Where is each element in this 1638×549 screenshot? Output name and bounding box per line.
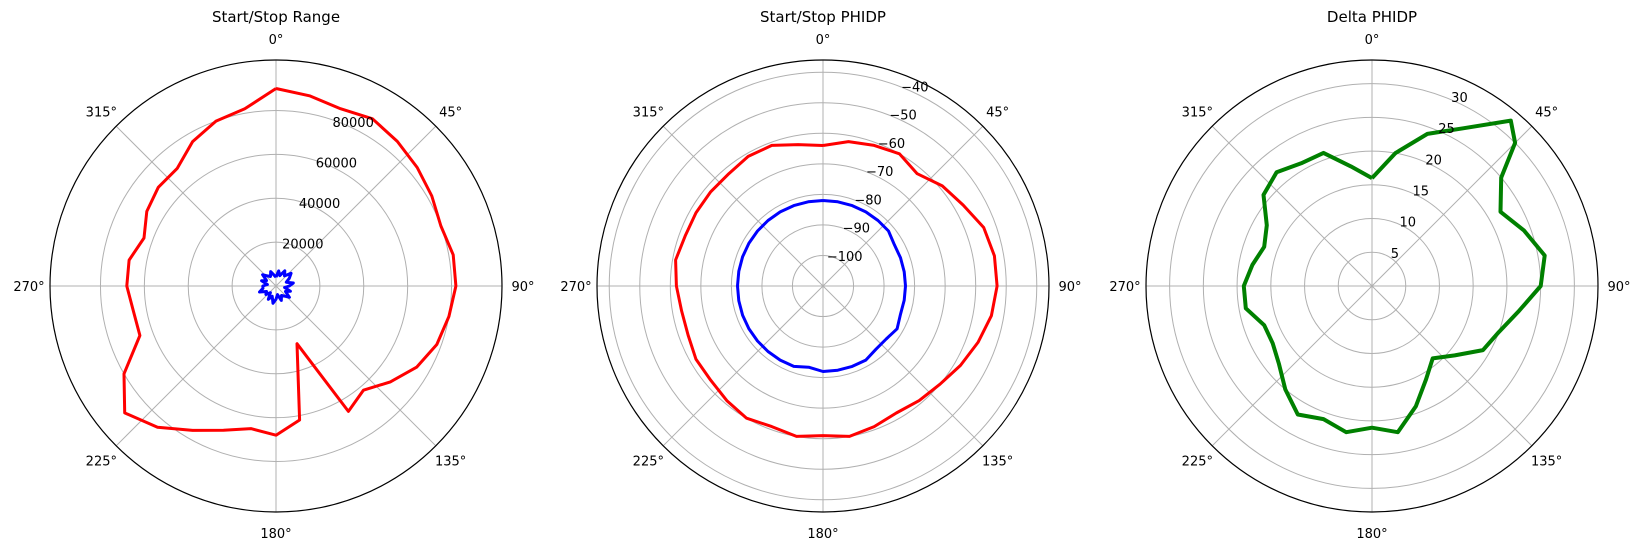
polar-panel-range: Start/Stop Range 0° 45° 90° 135° 180° 225° 270… — [13, 8, 534, 542]
radial-gridline — [1270, 184, 1474, 388]
radial-tick-label: −40 — [901, 80, 928, 95]
radial-gridline — [1169, 83, 1575, 489]
angle-tick-label: 270° — [13, 280, 44, 295]
radial-tick-label: 80000 — [332, 116, 373, 131]
polar-panel-phidp: Start/Stop PHIDP 0° 45° 90° 135° 180° 225° 270… — [560, 8, 1081, 542]
radial-tick-label: 20 — [1425, 153, 1442, 168]
series-line-delta-phidp-0 — [1241, 118, 1547, 435]
radial-gridline — [1304, 218, 1440, 354]
angle-tick-label: 270° — [1109, 280, 1140, 295]
angle-tick-label: 135° — [1531, 455, 1562, 470]
angle-tick-label: 315° — [633, 105, 664, 120]
tick-labels-delta-phidp: 0° 45° 90° 135° 180° 225° 270° 315° 5 10 15 20 25 30 — [1109, 33, 1630, 542]
series-line-range-1 — [258, 269, 295, 305]
radial-tick-label: 60000 — [316, 156, 357, 171]
angle-gridline — [822, 125, 984, 287]
angle-tick-label: 45° — [986, 105, 1009, 120]
angle-tick-label: 225° — [633, 455, 664, 470]
angle-gridline — [1211, 125, 1373, 287]
radial-gridline — [608, 71, 1038, 501]
tick-labels-range: 0° 45° 90° 135° 180° 225° 270° 315° 20000 40000 60… — [13, 33, 534, 542]
angle-tick-label: 90° — [1607, 280, 1630, 295]
tick-labels-phidp: 0° 45° 90° 135° 180° 225° 270° 315° −100 −90 −80 −7… — [560, 33, 1081, 542]
radial-tick-label: 40000 — [299, 197, 340, 212]
radial-tick-label: 15 — [1412, 185, 1429, 200]
series-layer-delta-phidp — [1241, 118, 1547, 435]
radial-tick-label: 25 — [1438, 122, 1455, 137]
angle-gridline — [275, 285, 437, 447]
radial-tick-label: −100 — [827, 250, 863, 265]
radial-tick-label: −60 — [878, 137, 905, 152]
series-line-phidp-1 — [736, 199, 907, 373]
radial-gridline — [187, 197, 365, 375]
radial-tick-label: 5 — [1391, 247, 1399, 262]
radial-tick-label: −70 — [866, 165, 893, 180]
angle-tick-label: 180° — [807, 527, 838, 542]
angle-gridline — [115, 285, 277, 447]
radial-gridline — [1337, 251, 1407, 321]
series-layer-range — [122, 87, 458, 437]
polar-grid-phidp — [596, 59, 1050, 513]
radial-gridline — [791, 254, 855, 318]
radial-gridline — [143, 153, 409, 419]
polar-grid-delta-phidp — [1145, 59, 1599, 513]
series-line-range-0 — [122, 87, 458, 437]
radial-tick-label: 30 — [1451, 91, 1468, 106]
angle-tick-label: 180° — [1356, 527, 1387, 542]
angle-tick-label: 90° — [1058, 280, 1081, 295]
angle-tick-label: 45° — [1535, 105, 1558, 120]
angle-gridline — [275, 125, 437, 287]
angle-tick-label: 180° — [260, 527, 291, 542]
polar-grid-range — [49, 59, 503, 513]
angle-gridline — [1371, 125, 1533, 287]
radial-gridline — [231, 241, 321, 331]
radial-tick-label: −50 — [889, 109, 916, 124]
polar-frame — [596, 59, 1050, 513]
polar-panel-delta-phidp: Delta PHIDP 0° 45° 90° 135° 180° 225° 270° 315°… — [1109, 8, 1630, 542]
angle-gridline — [662, 125, 824, 287]
chart-title-phidp: Start/Stop PHIDP — [760, 8, 886, 26]
radial-gridline — [1236, 150, 1508, 422]
chart-title-delta-phidp: Delta PHIDP — [1327, 8, 1417, 26]
angle-gridline — [1371, 285, 1533, 447]
angle-tick-label: 270° — [560, 280, 591, 295]
series-layer-phidp — [674, 140, 999, 438]
radial-gridline — [669, 132, 977, 440]
angle-tick-label: 45° — [439, 105, 462, 120]
angle-tick-label: 315° — [86, 105, 117, 120]
radial-tick-label: −80 — [854, 193, 881, 208]
radial-gridline — [761, 224, 885, 348]
chart-title-range: Start/Stop Range — [212, 8, 340, 26]
angle-gridline — [1211, 285, 1373, 447]
radial-gridline — [639, 102, 1007, 470]
polar-frame — [1145, 59, 1599, 513]
angle-gridline — [822, 285, 984, 447]
angle-gridline — [662, 285, 824, 447]
angle-tick-label: 225° — [86, 455, 117, 470]
angle-tick-label: 315° — [1182, 105, 1213, 120]
angle-gridline — [115, 125, 277, 287]
angle-tick-label: 225° — [1182, 455, 1213, 470]
radial-gridline — [99, 109, 453, 463]
angle-tick-label: 0° — [269, 33, 284, 48]
angle-tick-label: 135° — [982, 455, 1013, 470]
radial-tick-label: −90 — [843, 222, 870, 237]
angle-tick-label: 0° — [1365, 33, 1380, 48]
angle-tick-label: 135° — [435, 455, 466, 470]
angle-tick-label: 90° — [511, 280, 534, 295]
series-line-phidp-0 — [674, 140, 999, 438]
radial-gridline — [730, 193, 916, 379]
radial-gridline — [700, 163, 946, 409]
angle-tick-label: 0° — [816, 33, 831, 48]
polar-frame — [49, 59, 503, 513]
radial-tick-label: 20000 — [282, 237, 323, 252]
radial-tick-label: 10 — [1400, 216, 1417, 231]
